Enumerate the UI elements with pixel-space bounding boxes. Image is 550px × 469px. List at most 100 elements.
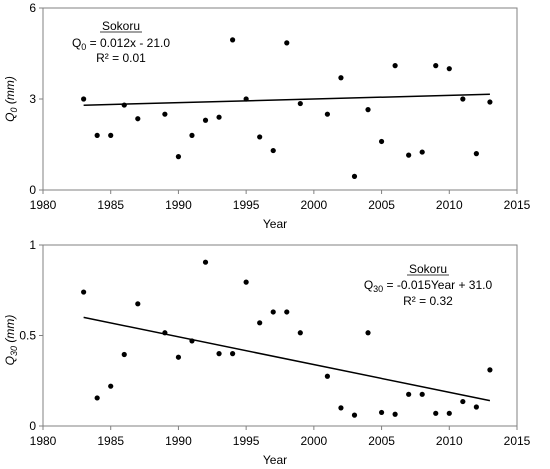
data-point [460,96,466,102]
chart-1: 1980 1985 1990 1995 2000 2005 2010 2015 0 3 6 Year Q… [3,1,531,231]
data-point [365,330,371,336]
y-tick-label: 0 [29,419,36,433]
x-tick-label: 1980 [30,434,57,448]
data-point [446,410,452,416]
data-point [230,37,236,43]
data-point [216,351,222,357]
data-point [108,383,114,389]
data-point [257,320,263,326]
regression-equation: Q30 = -0.015Year + 31.0 [364,278,493,294]
data-point [460,398,466,405]
text-part: Q [364,278,373,292]
x-axis-label: Year [263,453,287,467]
x-tick-label: 1995 [233,198,260,212]
y-tick-label: 6 [29,1,36,15]
data-point [419,149,425,155]
data-point [446,66,452,72]
data-point [135,116,141,122]
subscript: 30 [9,346,19,356]
data-point [121,351,127,358]
data-point [297,100,303,107]
data-point [297,330,303,336]
x-tick-label: 1995 [233,434,260,448]
y-tick-label: 0.5 [19,329,36,343]
data-point [175,354,182,360]
chart-2: 1980 1985 1990 1995 2000 2005 2010 2015 0 0.5 1 Yea… [3,238,531,467]
data-point [135,301,141,307]
data-point [243,279,249,285]
text-part: = 0.012x - 21.0 [86,36,170,50]
data-point [284,40,290,46]
x-tick-label: 1985 [97,434,124,448]
data-point [378,138,385,145]
data-point [162,111,168,117]
trendline [83,316,491,402]
y-tick-label: 1 [29,238,36,252]
x-tick-label: 2015 [504,434,531,448]
data-point [81,96,87,102]
data-point [378,409,385,416]
text-part: Q [3,356,17,365]
x-tick-label: 2015 [504,198,531,212]
text-part: Q [3,113,17,122]
data-point [433,410,439,416]
text-part: = -0.015Year + 31.0 [383,278,492,292]
data-point [270,309,276,315]
data-point [270,147,276,154]
regression-equation: Q0 = 0.012x - 21.0 [72,36,170,52]
x-tick-label: 2010 [436,198,463,212]
data-point [162,330,168,336]
data-point [324,373,330,379]
data-point [94,395,100,401]
x-tick-label: 2010 [436,434,463,448]
r-squared-label: R² = 0.32 [403,294,453,308]
r-squared-label: R² = 0.01 [96,51,146,65]
data-point [487,367,493,373]
station-label: Sokoru [409,262,447,276]
data-point [189,132,195,138]
data-point [406,391,412,397]
x-tick-label: 1990 [165,198,192,212]
y-tick-label: 0 [29,183,36,197]
data-point [81,289,87,295]
text-part: Q [72,36,81,50]
y-axis-label: Q0 (mm) [3,76,19,122]
x-tick-label: 1985 [97,198,124,212]
data-point [473,404,479,410]
y-tick-label: 3 [29,92,36,106]
data-point [419,391,425,397]
data-point [216,114,222,120]
data-point [338,75,344,81]
data-point [473,151,479,157]
data-point [487,99,493,105]
subscript: 0 [81,42,86,52]
x-axis-label: Year [263,217,287,231]
data-point [338,405,344,411]
data-point [324,111,330,117]
x-tick-label: 1990 [165,434,192,448]
data-point [230,351,236,357]
data-point [202,259,209,265]
x-tick-label: 2005 [368,198,395,212]
x-tick-label: 2000 [301,434,328,448]
subscript: 0 [9,107,19,112]
x-tick-label: 1980 [30,198,57,212]
data-point [108,132,114,138]
text-part: (mm) [3,315,17,346]
data-point [243,96,249,102]
data-point [202,117,209,123]
text-part: (mm) [3,76,17,107]
y-axis-label: Q30 (mm) [3,315,19,366]
data-point [121,102,127,108]
data-point [94,132,100,138]
trendline [83,93,490,106]
data-point [406,152,412,158]
data-point [175,154,182,160]
x-tick-label: 2005 [368,434,395,448]
data-point [365,107,371,113]
data-point [392,63,398,69]
data-point [433,63,439,69]
data-point [189,338,195,344]
data-point [392,411,398,417]
